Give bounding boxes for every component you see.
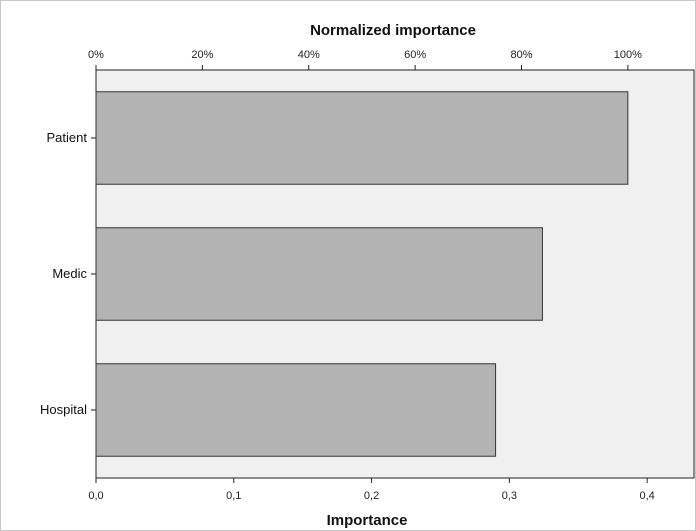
top-tick-label: 100% <box>614 49 642 61</box>
category-label-medic: Medic <box>52 266 87 281</box>
bar-hospital <box>95 363 497 457</box>
bar-medic <box>95 227 543 321</box>
bottom-axis-title: Importance <box>327 512 408 529</box>
bottom-axis: 0,0 0,1 0,2 0,3 0,4 <box>88 478 655 502</box>
bar-group <box>95 91 629 457</box>
top-tick-label: 60% <box>404 49 426 61</box>
top-tick-label: 80% <box>510 49 532 61</box>
top-tick-label: 20% <box>191 49 213 61</box>
top-axis-title: Normalized importance <box>310 22 476 39</box>
bar-patient <box>95 91 629 185</box>
bottom-tick-label: 0,0 <box>88 490 103 502</box>
top-tick-label: 0% <box>88 49 104 61</box>
bottom-tick-label: 0,1 <box>226 490 241 502</box>
top-tick-label: 40% <box>298 49 320 61</box>
bottom-tick-label: 0,2 <box>364 490 379 502</box>
category-axis: Patient Medic Hospital <box>40 130 96 417</box>
category-label-hospital: Hospital <box>40 402 87 417</box>
category-label-patient: Patient <box>47 130 88 145</box>
bottom-tick-label: 0,3 <box>502 490 517 502</box>
bottom-tick-label: 0,4 <box>640 490 655 502</box>
top-axis: 0% 20% 40% 60% 80% 100% <box>88 49 642 70</box>
